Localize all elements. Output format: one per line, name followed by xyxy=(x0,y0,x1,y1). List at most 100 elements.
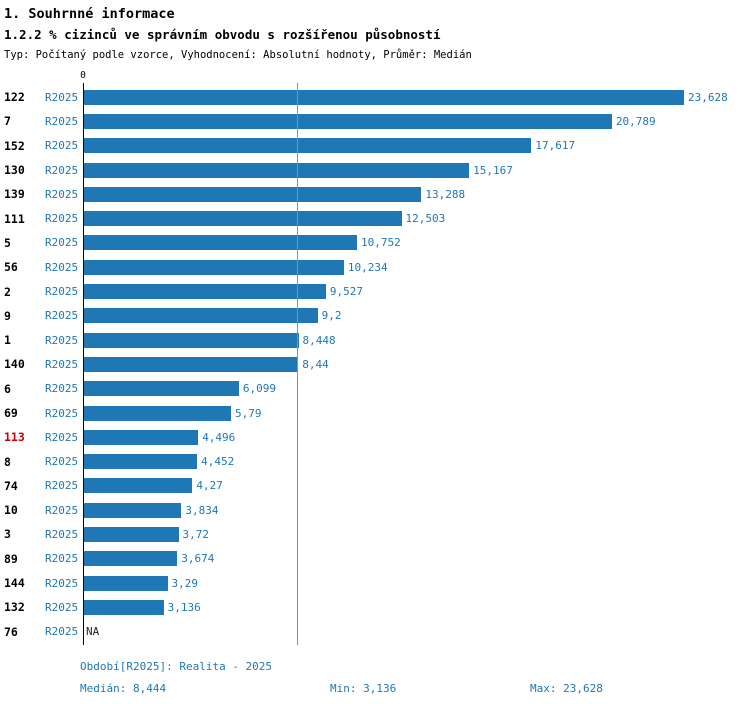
row-id: 140 xyxy=(4,357,25,372)
stat-max: Max: 23,628 xyxy=(530,681,603,695)
row-id: 5 xyxy=(4,235,11,250)
row-id: 144 xyxy=(4,576,25,591)
report-header: 1. Souhrnné informace 1.2.2 % cizinců ve… xyxy=(0,0,750,62)
bar xyxy=(84,186,422,202)
row-id: 69 xyxy=(4,406,18,420)
axis-zero-label: 0 xyxy=(80,70,86,81)
row-period-label: R2025 xyxy=(45,139,79,153)
chart-row: 1 R2025 8,448 xyxy=(0,328,750,352)
row-period-label: R2025 xyxy=(45,455,79,469)
chart-row: 56 R2025 10,234 xyxy=(0,255,750,279)
bar-value-label: 8,44 xyxy=(302,357,329,371)
bar-cell: 20,789 xyxy=(83,109,750,133)
row-id: 9 xyxy=(4,308,11,323)
row-id: 7 xyxy=(4,114,11,129)
row-id: 6 xyxy=(4,381,11,396)
chart-row: 139 R2025 13,288 xyxy=(0,182,750,206)
period-legend: Období[R2025]: Realita - 2025 xyxy=(80,659,273,673)
row-id: 74 xyxy=(4,478,18,493)
chart-row: 6 R2025 6,099 xyxy=(0,377,750,401)
row-period-label: R2025 xyxy=(45,357,79,371)
bar-value-label: 4,452 xyxy=(201,455,235,469)
bar-value-label: 23,628 xyxy=(688,90,728,104)
chart-row: 132 R2025 3,136 xyxy=(0,595,750,619)
bar-cell: 12,503 xyxy=(83,206,750,230)
row-id: 152 xyxy=(4,138,25,153)
bar-value-label: 3,674 xyxy=(181,552,215,566)
chart-row: 152 R2025 17,617 xyxy=(0,134,750,158)
row-period-label: R2025 xyxy=(45,625,79,639)
bar-value-label: 6,099 xyxy=(242,382,277,396)
y-axis-line xyxy=(83,83,84,645)
bar-value-label: 15,167 xyxy=(473,163,513,177)
bar xyxy=(84,89,684,105)
row-period-label: R2025 xyxy=(45,90,79,104)
bar xyxy=(84,113,612,129)
chart-row: 8 R2025 4,452 xyxy=(0,449,750,473)
bar-value-label: 10,752 xyxy=(361,236,401,250)
bar xyxy=(84,478,193,494)
chart-row: 10 R2025 3,834 xyxy=(0,498,750,522)
chart-row: 140 R2025 8,44 xyxy=(0,352,750,376)
row-period-label: R2025 xyxy=(45,285,79,299)
row-period-label: R2025 xyxy=(45,212,79,226)
bar xyxy=(84,599,164,615)
bar xyxy=(84,356,299,372)
row-id: 8 xyxy=(4,454,11,469)
row-id: 139 xyxy=(4,187,25,202)
bar xyxy=(84,138,532,154)
row-id: 3 xyxy=(4,527,11,542)
row-id: 111 xyxy=(4,211,25,226)
row-id: 10 xyxy=(4,503,18,518)
bar-cell: 17,617 xyxy=(83,134,750,158)
row-id: 76 xyxy=(4,624,18,639)
bar xyxy=(84,381,239,397)
chart-subtitle: 1.2.2 % cizinců ve správním obvodu s roz… xyxy=(4,27,441,42)
chart-row: 2 R2025 9,527 xyxy=(0,279,750,303)
bar xyxy=(84,332,299,348)
bar-value-label: 20,789 xyxy=(615,114,656,128)
bar-cell: 3,72 xyxy=(83,522,750,546)
bar xyxy=(84,284,326,300)
row-id: 1 xyxy=(4,333,11,348)
bar-cell: 4,496 xyxy=(83,425,750,449)
row-period-label: R2025 xyxy=(45,309,79,323)
bar-cell: 10,752 xyxy=(83,231,750,255)
row-id: 130 xyxy=(4,163,25,178)
bar xyxy=(84,211,402,227)
bar xyxy=(84,575,168,591)
chart-footer: Období[R2025]: Realita - 2025 Medián: 8,… xyxy=(80,660,750,695)
bar-value-label: NA xyxy=(86,625,100,639)
bar-cell: 6,099 xyxy=(83,377,750,401)
bar-value-label: 3,834 xyxy=(185,503,219,517)
stat-median: Medián: 8,444 xyxy=(80,681,167,695)
chart-row: 76 R2025 NA xyxy=(0,620,750,644)
stat-min: Min: 3,136 xyxy=(330,681,397,695)
bar-value-label: 8,448 xyxy=(302,333,336,347)
bar-cell: 8,448 xyxy=(83,328,750,352)
bar-value-label: 4,496 xyxy=(202,430,236,444)
chart-row: 122 R2025 23,628 xyxy=(0,85,750,109)
bar xyxy=(84,454,198,470)
bar-value-label: 13,288 xyxy=(425,187,466,201)
row-period-label: R2025 xyxy=(45,382,79,396)
bar-cell: 3,29 xyxy=(83,571,750,595)
bar xyxy=(84,162,470,178)
row-period-label: R2025 xyxy=(45,600,79,614)
bar-chart: 0 122 R2025 23,628 7 R2025 20,789 152 R2… xyxy=(0,70,750,645)
bar xyxy=(84,405,231,421)
chart-row: 74 R2025 4,27 xyxy=(0,474,750,498)
bar-cell: 10,234 xyxy=(83,255,750,279)
bar-value-label: 5,79 xyxy=(235,406,262,420)
row-period-label: R2025 xyxy=(45,163,79,177)
bar-cell: 3,834 xyxy=(83,498,750,522)
chart-row: 144 R2025 3,29 xyxy=(0,571,750,595)
chart-meta: Typ: Počítaný podle vzorce, Vyhodnocení:… xyxy=(4,49,472,61)
bar-value-label: 3,136 xyxy=(167,600,201,614)
chart-row: 5 R2025 10,752 xyxy=(0,231,750,255)
row-id: 132 xyxy=(4,600,25,615)
bar-cell: 8,44 xyxy=(83,352,750,376)
row-period-label: R2025 xyxy=(45,236,79,250)
row-period-label: R2025 xyxy=(45,430,79,444)
row-id: 2 xyxy=(4,284,11,299)
